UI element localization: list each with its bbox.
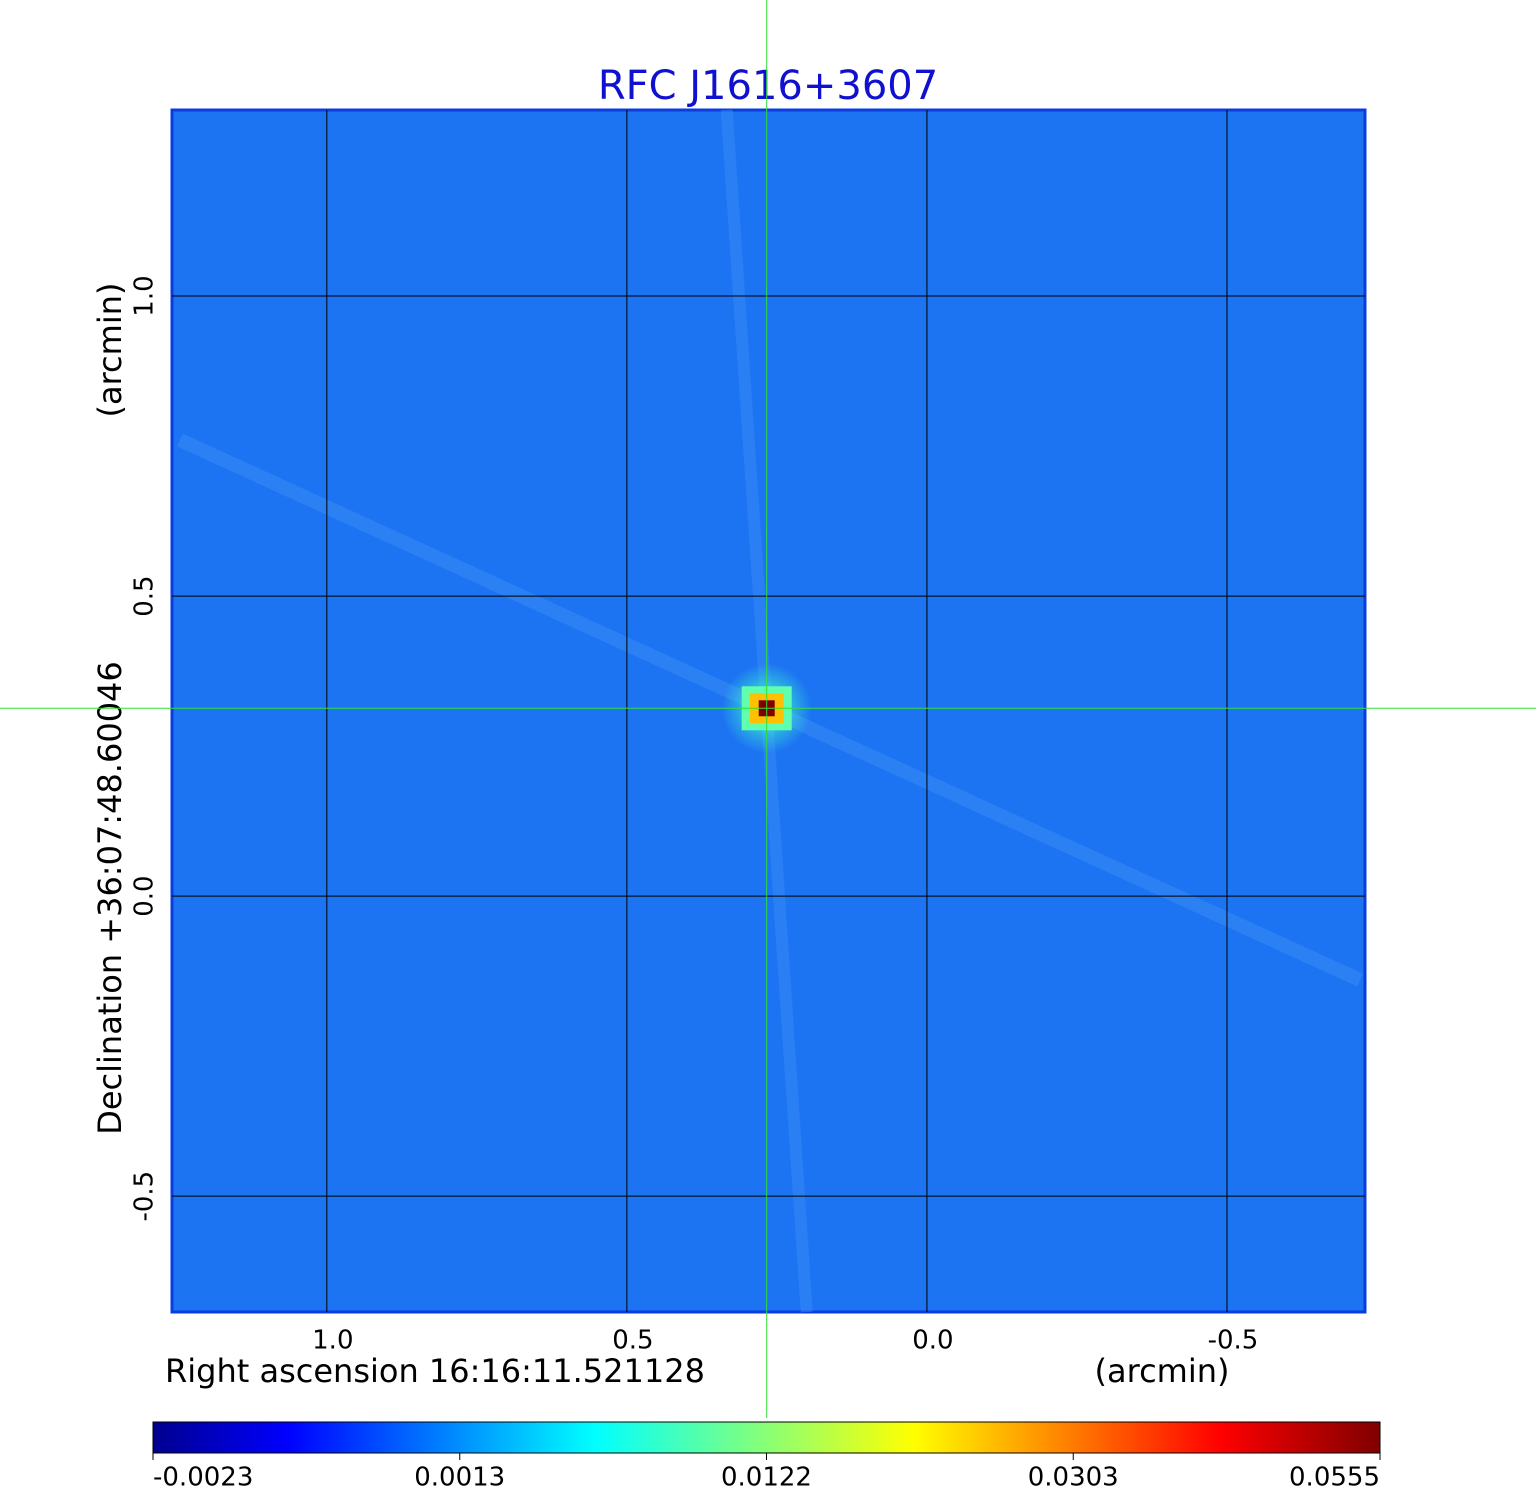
y-axis-label: Declination +36:07:48.60046: [91, 661, 129, 1135]
colorbar-tick-label: 0.0555: [1289, 1463, 1380, 1493]
x-axis-unit: (arcmin): [1095, 1352, 1230, 1390]
colorbar-tick-label: 0.0303: [1028, 1463, 1119, 1493]
y-tick-label: 0.0: [130, 875, 160, 916]
colorbar-tick-label: 0.0013: [414, 1463, 505, 1493]
y-tick-label: 1.0: [130, 275, 160, 316]
chart-title: RFC J1616+3607: [598, 63, 938, 109]
x-axis-label: Right ascension 16:16:11.521128: [165, 1352, 705, 1390]
colorbar-tick-label: 0.0122: [721, 1463, 812, 1493]
x-tick-label: -0.5: [1208, 1326, 1259, 1356]
x-tick-label: 1.0: [312, 1326, 353, 1356]
colorbar-tick-label: -0.0023: [153, 1463, 253, 1493]
x-tick-label: 0.5: [612, 1326, 653, 1356]
x-tick-label: 0.0: [912, 1326, 953, 1356]
colorbar: [152, 1421, 1381, 1454]
y-tick-label: 0.5: [130, 575, 160, 616]
y-tick-label: -0.5: [130, 1171, 160, 1222]
y-axis-unit: (arcmin): [91, 283, 129, 418]
